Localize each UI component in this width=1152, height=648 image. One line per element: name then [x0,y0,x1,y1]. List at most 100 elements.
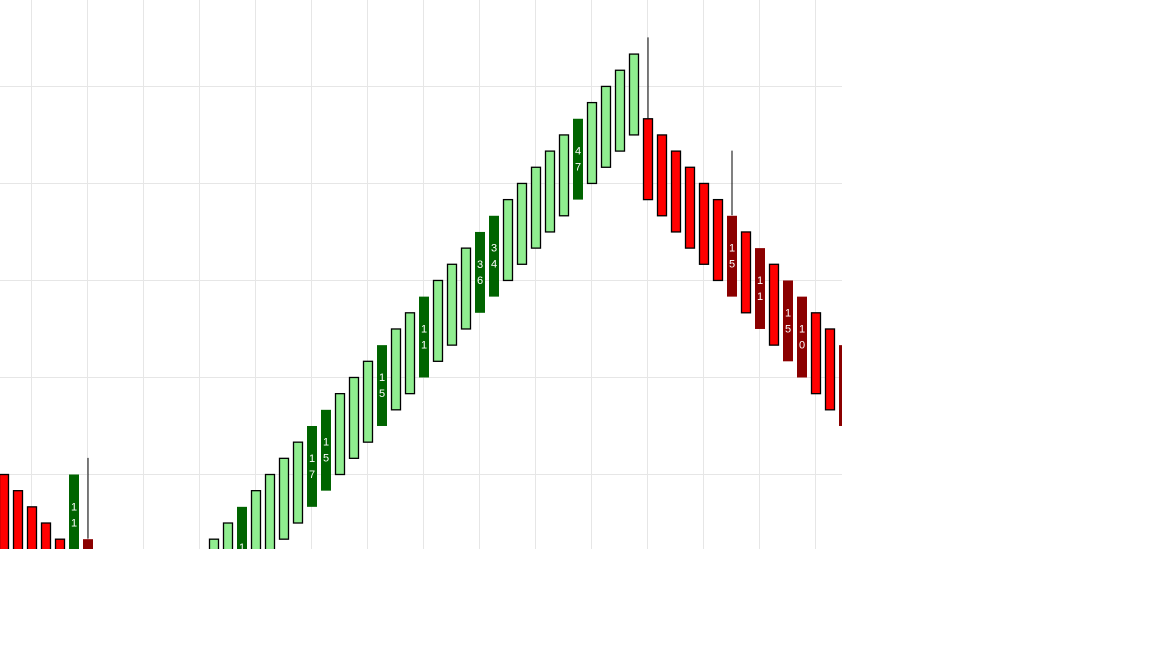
brick-body [69,474,79,549]
brick-body [40,522,52,549]
renko-brick-up [348,376,360,459]
brick-body [573,118,583,200]
brick-body [264,473,276,549]
renko-brick-down [0,473,10,549]
brick-body [586,101,598,185]
renko-brick-down-marked [839,345,842,426]
brick-body [222,522,234,549]
brick-body [502,198,514,282]
renko-brick-up [600,85,612,168]
renko-brick-up-marked: 1 [237,506,247,554]
brick-body [698,182,710,265]
brick-body [390,328,402,411]
renko-brick-up [544,150,556,233]
renko-brick-up [446,263,458,346]
brick-body [54,538,66,549]
renko-brick-down [768,263,780,346]
brick-body [824,328,836,411]
brick-body [0,473,10,549]
brick-body [362,360,374,443]
renko-brick-down [712,198,724,282]
brick-body [12,490,24,549]
renko-brick-up [460,247,472,330]
brick-body [530,166,542,249]
bars: 1 111 71 51 51 13 63 44 71 51 11 5 1 0 [0,37,842,554]
brick-body [460,247,472,330]
brick-label: 1 [239,542,245,554]
brick-body [250,490,262,549]
renko-brick-up [404,312,416,395]
renko-brick-up [250,490,262,549]
brick-body [432,279,444,362]
renko-brick-up [558,134,570,217]
renko-brick-down [698,182,710,265]
renko-brick-up [390,328,402,411]
brick-body [684,166,696,249]
brick-body [614,69,626,152]
brick-body [489,215,499,297]
renko-brick-down [656,134,668,217]
renko-brick-up [502,198,514,282]
renko-brick-down-marked [83,457,93,549]
brick-body [839,345,842,426]
renko-brick-up [278,457,290,540]
brick-body [334,392,346,476]
brick-body [810,312,822,395]
renko-brick-up [432,279,444,362]
renko-brick-up [614,69,626,152]
renko-brick-down [642,37,654,201]
renko-brick-up [628,53,640,136]
brick-body [783,280,793,362]
renko-brick-up [334,392,346,476]
brick-body [348,376,360,459]
brick-body [768,263,780,346]
renko-brick-down [40,522,52,549]
brick-body [755,248,765,329]
brick-body [628,53,640,136]
brick-body [727,215,737,297]
renko-brick-up [208,538,220,549]
renko-brick-up [222,522,234,549]
brick-body [83,539,93,549]
renko-brick-down [684,166,696,249]
brick-body [377,345,387,426]
brick-body [558,134,570,217]
brick-body [237,506,247,549]
brick-body [797,296,807,378]
renko-brick-down [740,231,752,314]
brick-body [600,85,612,168]
renko-brick-down [670,150,682,233]
brick-body [544,150,556,233]
brick-body [307,425,317,507]
brick-body [278,457,290,540]
renko-brick-down [26,506,38,549]
brick-body [321,409,331,491]
renko-brick-up [530,166,542,249]
brick-body [642,118,654,201]
renko-brick-down [54,538,66,549]
brick-body [670,150,682,233]
